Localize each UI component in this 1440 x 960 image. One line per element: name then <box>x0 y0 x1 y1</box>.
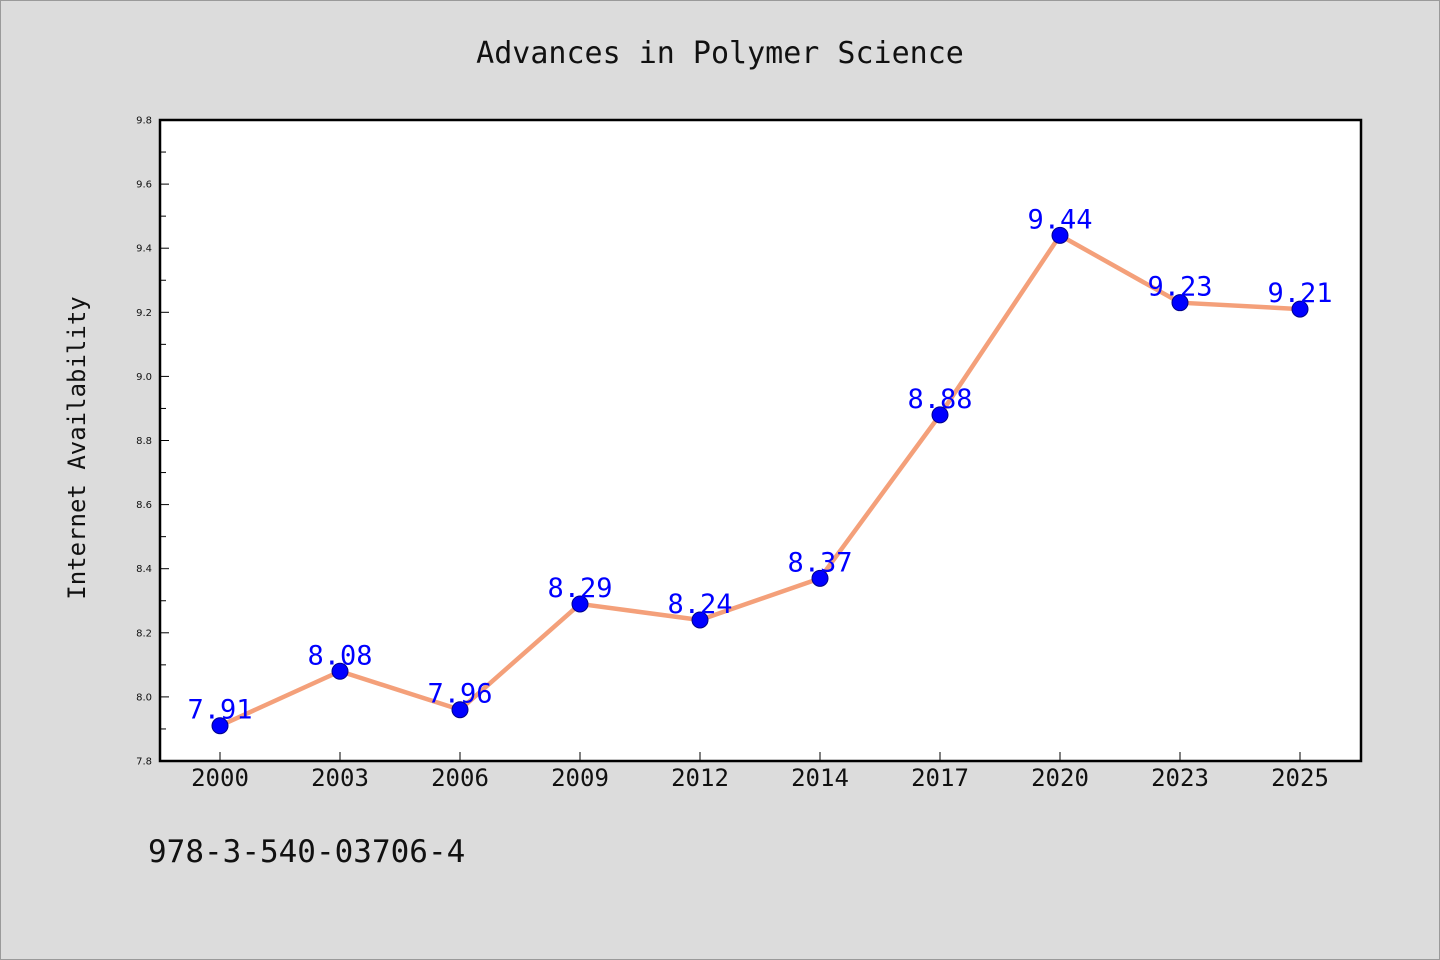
data-label: 8.88 <box>907 384 972 415</box>
data-label: 7.96 <box>427 679 492 710</box>
x-tick-label: 2000 <box>191 764 249 792</box>
x-tick-label: 2006 <box>431 764 489 792</box>
x-tick-label: 2003 <box>311 764 369 792</box>
isbn-text: 978-3-540-03706-4 <box>148 834 466 870</box>
data-point <box>1051 226 1069 244</box>
data-point <box>211 717 229 735</box>
y-tick-label: 9.6 <box>136 180 152 191</box>
data-point <box>931 406 949 424</box>
y-tick-label: 8.4 <box>136 564 152 575</box>
y-tick-label: 9.8 <box>136 116 152 127</box>
y-tick-label: 8.2 <box>136 628 152 639</box>
x-tick-label: 2017 <box>911 764 969 792</box>
y-tick-label: 7.8 <box>136 757 152 768</box>
x-tick-label: 2014 <box>791 764 849 792</box>
x-tick-label: 2020 <box>1031 764 1089 792</box>
series-line <box>219 233 1301 728</box>
data-point <box>1291 300 1309 318</box>
y-tick-label: 9.4 <box>136 244 152 255</box>
x-tick-label: 2012 <box>671 764 729 792</box>
data-label: 8.37 <box>787 547 852 578</box>
y-tick-label: 9.0 <box>136 372 152 383</box>
y-axis-ticks: 7.8 8.0 8.2 8.4 8.6 8.8 9.0 9.2 9.4 9.6 9.8 <box>136 116 169 768</box>
data-label: 8.24 <box>667 589 732 620</box>
x-tick-label: 2025 <box>1271 764 1329 792</box>
data-label: 7.91 <box>187 695 252 726</box>
data-label: 8.29 <box>547 573 612 604</box>
y-tick-label: 9.2 <box>136 308 152 319</box>
data-point <box>571 595 589 613</box>
y-tick-label: 8.6 <box>136 500 152 511</box>
chart-title: Advances in Polymer Science <box>476 36 964 71</box>
y-tick-label: 8.0 <box>136 692 152 703</box>
data-label: 9.44 <box>1027 204 1092 235</box>
y-tick-label: 8.8 <box>136 436 152 447</box>
x-axis-ticks: 2000 2003 2006 2009 2012 2014 2017 2020 2023 2025 <box>191 752 1329 792</box>
data-label: 8.08 <box>307 640 372 671</box>
series: 7.91 8.08 7.96 8.29 8.24 8.37 8.88 9.44 9.23 9.21 <box>187 204 1333 735</box>
data-point <box>451 701 469 719</box>
data-point <box>811 569 829 587</box>
plot-area <box>158 118 1363 763</box>
data-label: 9.23 <box>1147 272 1212 303</box>
y-axis-label: Internet Availability <box>63 296 91 599</box>
data-point <box>331 662 349 680</box>
x-tick-label: 2023 <box>1151 764 1209 792</box>
data-label: 9.21 <box>1267 278 1332 309</box>
x-tick-label: 2009 <box>551 764 609 792</box>
data-point <box>1171 294 1189 312</box>
data-point <box>691 611 709 629</box>
